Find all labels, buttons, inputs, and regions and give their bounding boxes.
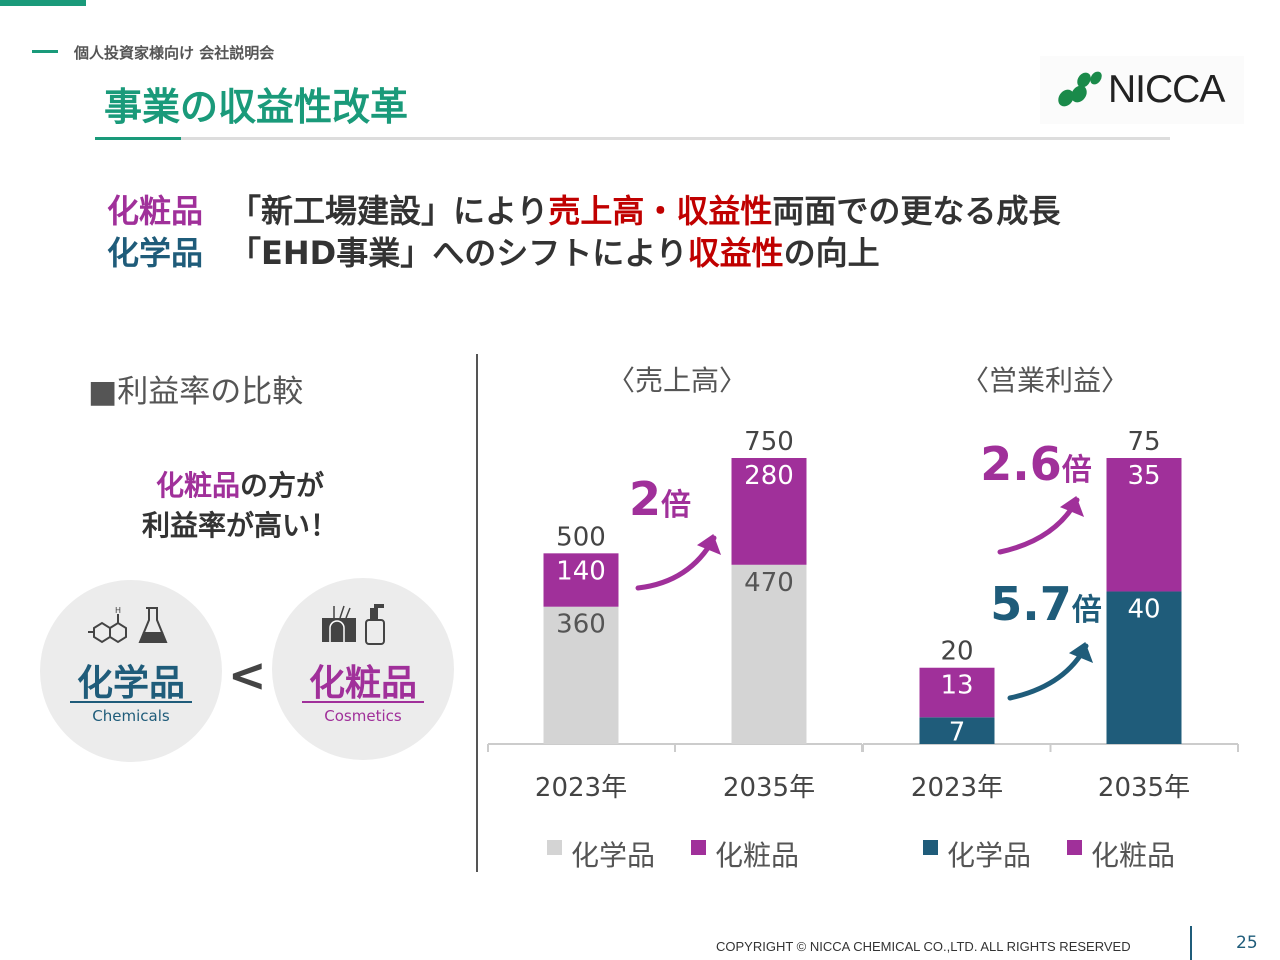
- category-label: 2023年: [911, 773, 1003, 803]
- svg-text:H: H: [115, 606, 121, 615]
- growth-arrowhead-icon: [1068, 642, 1094, 664]
- legend-label: 化学品: [947, 839, 1031, 872]
- margin-note-strong: 化粧品: [155, 469, 240, 502]
- subtitle-dash: [32, 50, 58, 53]
- growth-multiplier: 2倍: [629, 472, 691, 526]
- data-label: 13: [940, 671, 973, 701]
- cosmetics-en-label: Cosmetics: [324, 707, 402, 725]
- less-than-sign: <: [228, 648, 267, 702]
- growth-arrowhead-icon: [696, 534, 722, 556]
- legend-swatch: [547, 840, 562, 855]
- cosmetics-label: 化粧品: [308, 663, 417, 704]
- total-label: 20: [940, 637, 973, 667]
- margin-comparison-heading: ■利益率の比較: [88, 374, 304, 410]
- headline-text: 「新工場建設」により: [229, 192, 549, 230]
- bar-segment: [543, 553, 619, 607]
- data-label: 7: [949, 718, 966, 748]
- multiplier-value: 2.6: [980, 437, 1062, 491]
- legend-swatch: [923, 840, 938, 855]
- data-label: 360: [556, 610, 606, 640]
- headline-cosmetics: 化粧品: [107, 192, 204, 230]
- bar-segment: [1106, 591, 1182, 744]
- legend-label: 化粧品: [1091, 839, 1175, 872]
- multiplier-value: 2: [629, 472, 661, 526]
- multiplier-value: 5.7: [990, 577, 1072, 631]
- bar-segment: [1106, 458, 1182, 592]
- section-divider: [476, 354, 478, 872]
- multiplier-suffix: 倍: [1072, 593, 1102, 628]
- bar-segment: [919, 717, 995, 744]
- headline-chemicals: 化学品: [107, 234, 204, 272]
- margin-note-line2: 利益率が高い！: [141, 509, 338, 542]
- growth-arrowhead-icon: [1059, 496, 1085, 518]
- chemicals-circle: H 化学品 Chemicals: [40, 580, 222, 762]
- headline-line-1: 化粧品 「新工場建設」により売上高・収益性両面での更なる成長: [107, 186, 1060, 232]
- legend-label: 化学品: [571, 839, 655, 872]
- hair-bottle-icon: [322, 604, 385, 645]
- category-label: 2035年: [723, 773, 815, 803]
- page-number: 25: [1236, 933, 1258, 953]
- company-logo: NICCA: [1040, 56, 1244, 124]
- bar-segment: [731, 458, 807, 565]
- data-label: 280: [744, 461, 794, 491]
- headline-highlight: 収益性: [687, 234, 784, 272]
- chemicals-underline: [70, 701, 192, 703]
- legend-swatch: [691, 840, 706, 855]
- chemicals-en-label: Chemicals: [92, 707, 170, 725]
- headline-text: 「EHD事業」へのシフトにより: [229, 234, 688, 272]
- legend-label: 化粧品: [715, 839, 799, 872]
- cosmetics-underline: [302, 701, 424, 703]
- bar-segment: [731, 564, 807, 744]
- cosmetics-circle: 化粧品 Cosmetics: [272, 578, 454, 760]
- total-label: 750: [744, 427, 794, 457]
- title-divider-accent: [95, 137, 181, 140]
- category-label: 2035年: [1098, 773, 1190, 803]
- total-label: 500: [556, 522, 606, 552]
- multiplier-suffix: 倍: [1062, 453, 1092, 488]
- data-label: 40: [1127, 594, 1160, 624]
- legend-swatch: [1067, 840, 1082, 855]
- copyright-text: COPYRIGHT © NICCA CHEMICAL CO.,LTD. ALL …: [716, 939, 1131, 954]
- multiplier-suffix: 倍: [661, 488, 691, 523]
- molecule-flask-icon: H: [88, 606, 168, 644]
- bar-segment: [543, 606, 619, 744]
- headline-text: の向上: [783, 234, 880, 272]
- logo-text: NICCA: [1108, 68, 1225, 111]
- chart-title: 〈営業利益〉: [961, 364, 1129, 397]
- category-label: 2023年: [535, 773, 627, 803]
- page-subtitle: 個人投資家様向け 会社説明会: [74, 44, 275, 62]
- title-divider: [95, 137, 1170, 140]
- bar-segment: [919, 667, 995, 718]
- chart-title: 〈売上高〉: [607, 364, 747, 397]
- chemicals-label: 化学品: [76, 663, 185, 704]
- headline-text: 両面での更なる成長: [772, 192, 1061, 230]
- nicca-leaf-icon: [1058, 71, 1102, 107]
- data-label: 35: [1127, 461, 1160, 491]
- headline-line-2: 化学品 「EHD事業」へのシフトにより収益性の向上: [107, 228, 880, 274]
- margin-note-text: の方が: [240, 469, 325, 502]
- growth-multiplier: 2.6倍: [980, 437, 1092, 491]
- margin-note: 化粧品の方が 利益率が高い！: [110, 466, 370, 546]
- growth-multiplier: 5.7倍: [990, 577, 1102, 631]
- top-accent-bar: [0, 0, 86, 6]
- footer-bar: [1190, 926, 1192, 960]
- page-title: 事業の収益性改革: [104, 85, 409, 129]
- headline-highlight: 売上高・収益性: [548, 192, 773, 230]
- total-label: 75: [1127, 427, 1160, 457]
- data-label: 140: [556, 556, 606, 586]
- data-label: 470: [744, 568, 794, 598]
